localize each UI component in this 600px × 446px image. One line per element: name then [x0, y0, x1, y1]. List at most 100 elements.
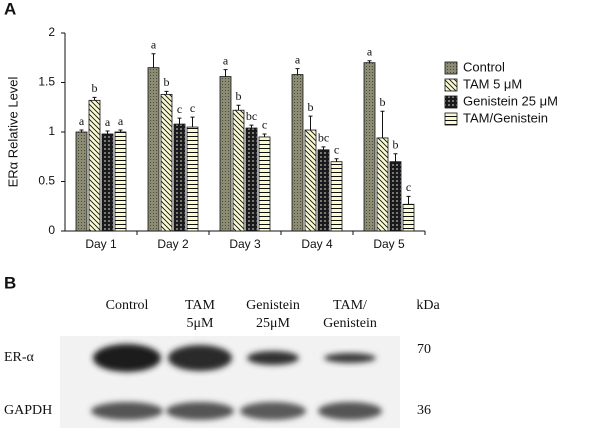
legend-label: Genistein 25 μM [463, 93, 558, 108]
bar [330, 161, 343, 232]
significance-label: c [177, 102, 182, 116]
bar [147, 67, 160, 232]
significance-label: a [79, 114, 85, 128]
significance-label: a [105, 115, 111, 129]
bar [363, 62, 376, 232]
blot-band [168, 345, 232, 371]
bar [186, 126, 199, 232]
bar [160, 93, 173, 232]
error-bar [223, 69, 228, 77]
bar [219, 76, 232, 232]
legend-swatch [444, 78, 458, 92]
error-bar [262, 133, 267, 137]
row-label: ER-α [4, 350, 35, 365]
blot-band [240, 402, 306, 420]
bar [114, 131, 127, 232]
error-bar [164, 90, 169, 95]
lane-label: 25μM [256, 316, 291, 331]
significance-label: a [151, 38, 157, 52]
error-bar [118, 129, 123, 132]
panel-label: B [4, 273, 16, 292]
panel-label: A [4, 0, 16, 18]
bar [317, 149, 330, 232]
x-tick-label: Day 4 [301, 237, 333, 251]
y-tick-label: 0 [48, 223, 55, 237]
error-bar [367, 60, 372, 63]
error-bar [249, 124, 254, 129]
significance-label: b [393, 138, 399, 152]
lane-label: TAM [185, 298, 216, 313]
error-bar [92, 96, 97, 101]
x-tick-label: Day 3 [229, 237, 261, 251]
error-bar [308, 115, 313, 131]
error-bar [334, 158, 339, 162]
bar [389, 161, 402, 232]
unit-label: kDa [416, 298, 440, 313]
legend-swatch [444, 95, 458, 109]
error-bar [295, 68, 300, 75]
blot-band [91, 402, 163, 420]
lane-label: Genistein [323, 316, 377, 331]
bar [402, 203, 415, 232]
bar [291, 74, 304, 232]
x-tick-label: Day 1 [85, 237, 117, 251]
x-tick-label: Day 2 [157, 237, 189, 251]
significance-label: b [380, 95, 386, 109]
legend-swatch [444, 112, 458, 126]
error-bar [321, 146, 326, 150]
error-bar [380, 110, 385, 138]
blot-band [324, 353, 376, 363]
error-bar [406, 195, 411, 205]
lane-label: Genistein [246, 298, 300, 313]
significance-label: bc [246, 109, 257, 123]
significance-label: a [367, 44, 373, 58]
size-label: 70 [417, 342, 431, 357]
legend-label: Control [463, 59, 505, 74]
error-bar [105, 130, 110, 134]
significance-label: c [334, 142, 339, 156]
bar [376, 137, 389, 232]
error-bar [393, 153, 398, 162]
bar [258, 136, 271, 232]
size-label: 36 [417, 403, 431, 418]
lane-label: 5μM [187, 316, 215, 331]
significance-label: c [190, 101, 195, 115]
blot-band [93, 344, 161, 372]
bar [245, 127, 258, 232]
error-bar [236, 104, 241, 111]
legend-swatch [444, 61, 458, 75]
bar [232, 109, 245, 232]
significance-label: b [236, 89, 242, 103]
significance-label: a [118, 114, 124, 128]
y-tick-label: 0.5 [38, 174, 55, 188]
y-tick-label: 2 [48, 25, 55, 39]
y-axis-label: ERα Relative Level [5, 76, 20, 187]
error-bar [79, 129, 84, 132]
blot-band [166, 402, 234, 420]
bar [75, 131, 88, 232]
significance-label: c [406, 180, 411, 194]
legend-label: TAM/Genistein [463, 110, 548, 125]
row-label: GAPDH [4, 403, 52, 418]
bar [173, 123, 186, 232]
error-bar [190, 116, 195, 128]
blot-band [318, 402, 382, 420]
bar [88, 99, 101, 232]
bar [101, 133, 114, 232]
significance-label: b [308, 100, 314, 114]
x-tick-label: Day 5 [373, 237, 405, 251]
lane-label: Control [106, 298, 149, 313]
bar [304, 129, 317, 232]
lane-label: TAM/ [333, 298, 367, 313]
significance-label: bc [318, 131, 329, 145]
y-tick-label: 1.5 [38, 75, 55, 89]
error-bar [151, 53, 156, 68]
legend-label: TAM 5 μM [463, 76, 522, 91]
significance-label: a [223, 53, 229, 67]
y-tick-label: 1 [48, 124, 55, 138]
significance-label: a [295, 52, 301, 66]
error-bar [177, 117, 182, 125]
blot-band [247, 351, 299, 365]
significance-label: b [164, 75, 170, 89]
